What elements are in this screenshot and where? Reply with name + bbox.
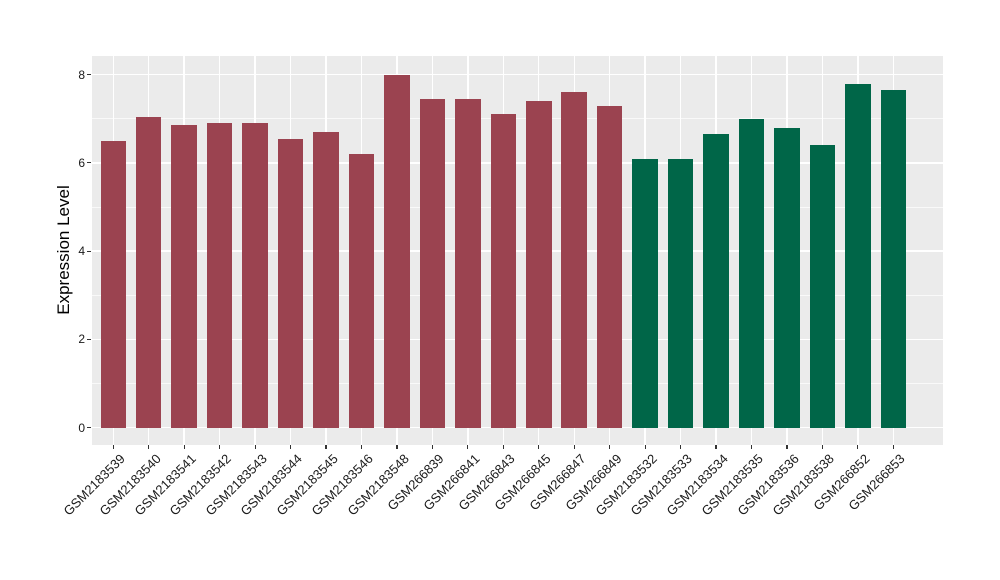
bar-GSM266841 — [455, 98, 481, 428]
y-tick-mark — [87, 426, 91, 429]
gridline-major — [92, 426, 943, 429]
y-tick-label: 6 — [78, 155, 85, 170]
x-tick-mark — [857, 445, 859, 449]
x-tick-mark — [609, 445, 611, 449]
bar-GSM2183534 — [703, 134, 729, 428]
x-tick-mark — [538, 445, 540, 449]
bar-GSM2183533 — [667, 158, 694, 428]
bar-GSM2183545 — [313, 132, 339, 428]
y-tick-mark — [87, 338, 91, 340]
bar-GSM266845 — [526, 101, 552, 428]
bar-GSM2183540 — [135, 116, 162, 428]
bar-GSM266849 — [596, 105, 623, 428]
x-tick-mark — [219, 445, 221, 449]
gridline-major — [92, 338, 943, 340]
y-tick-mark — [87, 74, 91, 76]
y-tick-mark — [87, 250, 91, 252]
bar-GSM266852 — [845, 83, 871, 428]
chart-panel — [92, 56, 943, 445]
bar-GSM2183538 — [809, 145, 836, 428]
bar-GSM266853 — [880, 90, 907, 428]
x-tick-mark — [644, 445, 646, 449]
x-tick-mark — [715, 445, 717, 449]
x-tick-mark — [821, 445, 824, 449]
y-tick-label: 2 — [78, 332, 85, 347]
gridline-minor — [92, 294, 943, 296]
bar-GSM2183541 — [171, 125, 197, 428]
x-tick-mark — [892, 445, 894, 449]
bar-GSM266839 — [419, 98, 446, 428]
x-tick-mark — [467, 445, 469, 449]
x-tick-mark — [360, 445, 363, 449]
gridline-major — [92, 162, 943, 164]
y-tick-mark — [87, 162, 91, 164]
x-tick-mark — [325, 445, 327, 449]
x-tick-mark — [750, 445, 753, 449]
x-tick-mark — [573, 445, 575, 449]
bar-GSM2183543 — [242, 123, 268, 428]
bar-GSM2183544 — [277, 138, 304, 428]
x-tick-mark — [183, 445, 185, 449]
bar-GSM2183546 — [348, 154, 375, 428]
x-tick-mark — [396, 445, 398, 449]
y-tick-label: 8 — [78, 67, 85, 82]
gridline-major — [92, 250, 943, 252]
bar-GSM2183548 — [384, 74, 410, 428]
x-tick-mark — [431, 445, 433, 449]
y-tick-label: 0 — [78, 420, 85, 435]
bar-GSM2183539 — [100, 140, 127, 428]
x-tick-mark — [289, 445, 292, 449]
bar-GSM2183542 — [206, 123, 233, 428]
bar-GSM2183532 — [632, 158, 658, 428]
x-tick-mark — [502, 445, 504, 449]
x-tick-mark — [786, 445, 788, 449]
bar-GSM2183536 — [774, 127, 800, 428]
bar-GSM266843 — [490, 114, 517, 428]
x-tick-mark — [680, 445, 682, 449]
gridline-minor — [92, 206, 943, 208]
gridline-major — [92, 74, 943, 76]
bar-GSM266847 — [561, 92, 587, 428]
x-tick-mark — [112, 445, 114, 449]
bar-GSM2183535 — [738, 118, 765, 428]
gridline-minor — [92, 118, 943, 120]
gridline-minor — [92, 382, 943, 384]
y-tick-label: 4 — [78, 244, 85, 259]
x-tick-mark — [148, 445, 150, 449]
x-tick-mark — [254, 445, 256, 449]
